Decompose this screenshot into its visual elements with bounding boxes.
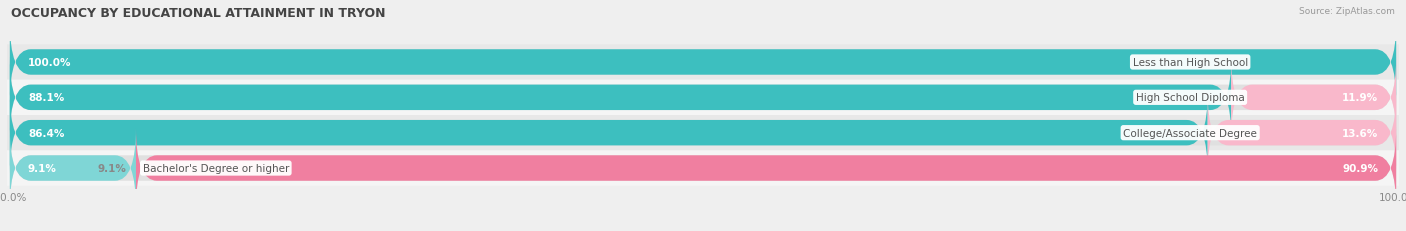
FancyBboxPatch shape (10, 93, 1208, 173)
Text: 88.1%: 88.1% (28, 93, 65, 103)
FancyBboxPatch shape (7, 116, 1399, 151)
Text: Source: ZipAtlas.com: Source: ZipAtlas.com (1299, 7, 1395, 16)
FancyBboxPatch shape (1208, 93, 1396, 173)
FancyBboxPatch shape (10, 93, 1396, 173)
Text: 11.9%: 11.9% (1341, 93, 1378, 103)
FancyBboxPatch shape (136, 128, 1396, 208)
FancyBboxPatch shape (1232, 58, 1396, 138)
FancyBboxPatch shape (7, 80, 1399, 116)
FancyBboxPatch shape (10, 23, 1396, 103)
Text: High School Diploma: High School Diploma (1136, 93, 1244, 103)
FancyBboxPatch shape (7, 45, 1399, 80)
FancyBboxPatch shape (7, 151, 1399, 186)
FancyBboxPatch shape (10, 58, 1232, 138)
FancyBboxPatch shape (10, 58, 1396, 138)
FancyBboxPatch shape (10, 128, 136, 208)
Text: College/Associate Degree: College/Associate Degree (1123, 128, 1257, 138)
Text: 86.4%: 86.4% (28, 128, 65, 138)
FancyBboxPatch shape (10, 23, 1396, 103)
Text: Less than High School: Less than High School (1133, 58, 1247, 68)
Text: 9.1%: 9.1% (97, 163, 127, 173)
Text: 13.6%: 13.6% (1341, 128, 1378, 138)
FancyBboxPatch shape (10, 128, 1396, 208)
Text: OCCUPANCY BY EDUCATIONAL ATTAINMENT IN TRYON: OCCUPANCY BY EDUCATIONAL ATTAINMENT IN T… (11, 7, 385, 20)
Text: Bachelor's Degree or higher: Bachelor's Degree or higher (142, 163, 290, 173)
Text: 9.1%: 9.1% (28, 163, 56, 173)
Text: 90.9%: 90.9% (1343, 163, 1378, 173)
Text: 100.0%: 100.0% (28, 58, 72, 68)
